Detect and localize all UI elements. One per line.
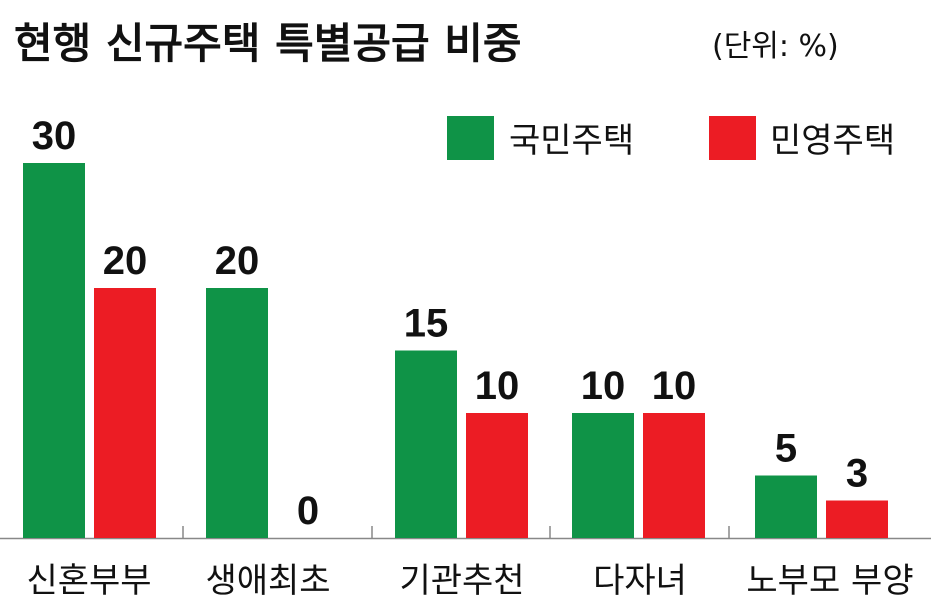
- bar-series-1: [826, 500, 888, 538]
- data-label: 15: [404, 302, 449, 346]
- bar-series-0: [206, 288, 268, 538]
- data-label: 5: [775, 427, 797, 471]
- legend-label-series-0: 국민주택: [509, 121, 634, 161]
- legend-label-series-1: 민영주택: [770, 121, 895, 161]
- legend-swatch-series-1: [709, 116, 756, 160]
- category-label: 노부모 부양: [746, 561, 913, 601]
- data-label: 3: [846, 452, 868, 496]
- category-label: 생애최초: [205, 561, 330, 601]
- bar-series-0: [572, 413, 634, 538]
- plot-area: 30 20 신혼부부 20 0 생애최초 15 10 기관추천 10 10 다자녀 5 3 노부모 부양: [0, 114, 931, 601]
- chart-title: 현행 신규주택 특별공급 비중: [14, 19, 522, 68]
- bar-series-1: [94, 288, 156, 538]
- bar-series-0: [755, 475, 817, 538]
- bar-series-0: [395, 350, 457, 538]
- data-label: 10: [652, 364, 697, 408]
- legend: 국민주택 민영주택: [447, 116, 895, 161]
- bar-series-0: [23, 163, 85, 538]
- data-label: 20: [215, 239, 260, 283]
- category-label: 신혼부부: [26, 561, 151, 601]
- data-label: 0: [297, 489, 319, 533]
- bar-series-1: [643, 413, 705, 538]
- data-label: 20: [103, 239, 148, 283]
- category-label: 기관추천: [399, 561, 524, 601]
- category-label: 다자녀: [593, 561, 687, 601]
- chart-unit: (단위: %): [712, 29, 839, 64]
- data-label: 10: [475, 364, 520, 408]
- bar-series-1: [466, 413, 528, 538]
- data-label: 10: [581, 364, 626, 408]
- data-label: 30: [32, 114, 77, 158]
- legend-swatch-series-0: [447, 116, 494, 160]
